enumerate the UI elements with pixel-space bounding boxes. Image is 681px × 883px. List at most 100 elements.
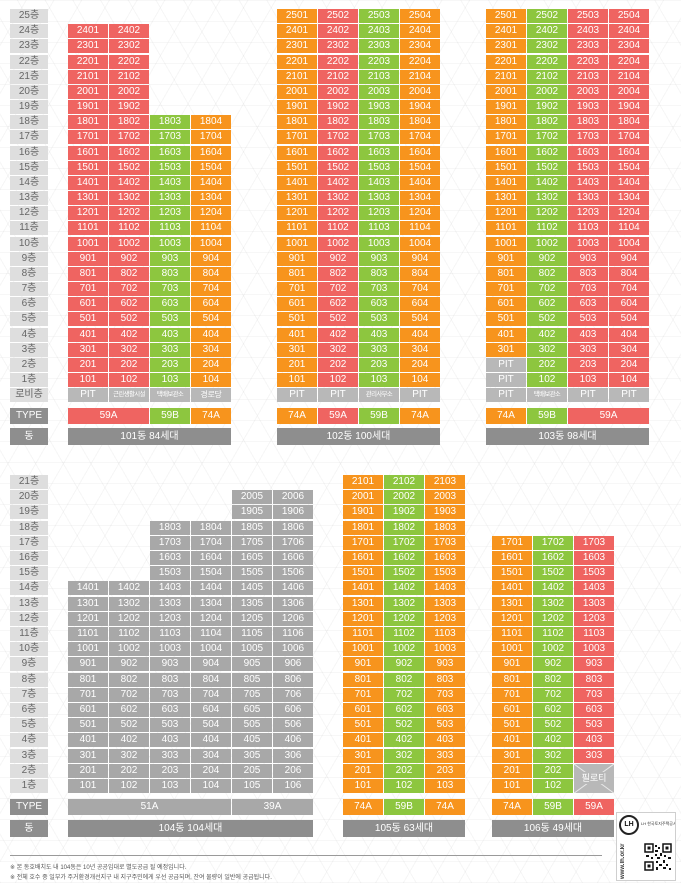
unit-cell: 803: [150, 266, 190, 281]
unit-cell: 1803: [568, 115, 608, 130]
unit-cell: 905: [232, 657, 272, 672]
pit-cell: PIT: [609, 388, 649, 403]
unit-cell: 202: [527, 357, 567, 372]
unit-cell: 105: [232, 779, 272, 793]
unit-cell: 803: [150, 672, 190, 687]
unit-cell: 403: [425, 733, 465, 748]
unit-cell: 1001: [68, 236, 108, 251]
floor-label: 1층: [10, 779, 48, 793]
floor-label: 22층: [10, 54, 48, 69]
unit-cell: 1404: [191, 581, 231, 596]
unit-cell: 405: [232, 733, 272, 748]
unit-cell: 1806: [273, 520, 313, 535]
unit-cell: 1301: [68, 191, 108, 206]
unit-cell: 1602: [533, 551, 573, 565]
unit-cell: 1401: [343, 581, 383, 596]
floor-label: 8층: [10, 266, 48, 281]
unit-cell: 1904: [400, 100, 440, 115]
unit-cell: 1403: [150, 581, 190, 596]
unit-cell: 902: [384, 657, 424, 672]
unit-cell: 903: [425, 657, 465, 672]
unit-cell: 701: [277, 282, 317, 297]
unit-cell: 1104: [400, 221, 440, 236]
unit-cell: 1503: [150, 566, 190, 581]
unit-cell: 401: [492, 733, 532, 748]
unit-cell: 1601: [492, 551, 532, 565]
unit-cell: 101: [277, 373, 317, 388]
unit-cell: 406: [273, 733, 313, 748]
unit-cell: 401: [68, 733, 108, 748]
unit-cell: 1004: [191, 236, 231, 251]
unit-cell: 1403: [150, 175, 190, 190]
unit-cell: 404: [609, 327, 649, 342]
unit-cell: 804: [191, 266, 231, 281]
unit-cell: 102: [109, 373, 149, 388]
unit-cell: 1504: [400, 160, 440, 175]
unit-cell: 602: [318, 297, 358, 312]
dong-row-label: 동: [10, 820, 48, 837]
unit-cell: 1902: [384, 505, 424, 520]
unit-cell: 104: [400, 373, 440, 388]
unit-cell: 2304: [400, 39, 440, 54]
unit-cell: 1603: [150, 145, 190, 160]
unit-cell: 1002: [533, 642, 573, 657]
unit-cell: 401: [68, 327, 108, 342]
dong-row-label: 동: [10, 428, 48, 445]
unit-cell: 2102: [384, 475, 424, 489]
unit-cell: 1004: [609, 236, 649, 251]
unit-cell: 1803: [150, 520, 190, 535]
unit-cell: 2004: [609, 84, 649, 99]
unit-cell: 1301: [277, 191, 317, 206]
floor-label: 2층: [10, 763, 48, 778]
unit-cell: 301: [343, 748, 383, 763]
unit-cell: 804: [191, 672, 231, 687]
unit-cell: 1505: [232, 566, 272, 581]
unit-cell: 1501: [486, 160, 526, 175]
unit-cell: 204: [191, 763, 231, 778]
unit-cell: 1101: [492, 627, 532, 641]
unit-cell: 604: [400, 297, 440, 312]
unit-cell: 1905: [232, 505, 272, 520]
unit-cell: 504: [191, 718, 231, 733]
unit-type-cell: 59B: [384, 799, 424, 815]
unit-cell: 201: [68, 357, 108, 372]
unit-cell: 904: [400, 251, 440, 266]
unit-cell: 901: [68, 657, 108, 672]
qr-code-icon: [644, 843, 672, 871]
unit-cell: 2101: [277, 69, 317, 84]
floor-label: 19층: [10, 505, 48, 520]
unit-cell: 1605: [232, 551, 272, 565]
lobby-facility-cell: 택배보관소: [150, 388, 190, 403]
unit-cell: 202: [533, 763, 573, 778]
floor-label: 1층: [10, 373, 48, 388]
unit-cell: 204: [609, 357, 649, 372]
unit-cell: 202: [109, 763, 149, 778]
unit-cell: 1202: [109, 206, 149, 221]
unit-cell: 101: [68, 373, 108, 388]
unit-cell: 1405: [232, 581, 272, 596]
unit-cell: 1306: [273, 596, 313, 611]
unit-cell: 802: [109, 672, 149, 687]
unit-cell: 805: [232, 672, 272, 687]
floor-label: 5층: [10, 312, 48, 327]
unit-cell: 403: [359, 327, 399, 342]
unit-cell: 2201: [68, 54, 108, 69]
unit-type-cell: 51A: [68, 799, 231, 815]
unit-cell: 1301: [492, 596, 532, 611]
unit-type-cell: 59A: [68, 408, 149, 424]
unit-type-cell: 59A: [318, 408, 358, 424]
unit-cell: 701: [492, 687, 532, 702]
unit-cell: 201: [277, 357, 317, 372]
building-dong-label: 102동 100세대: [277, 428, 440, 445]
floor-label: 21층: [10, 475, 48, 489]
floor-label: 19층: [10, 100, 48, 115]
unit-cell: 604: [191, 297, 231, 312]
unit-cell: 1506: [273, 566, 313, 581]
unit-cell: 303: [150, 748, 190, 763]
unit-cell: 1803: [359, 115, 399, 130]
unit-cell: 303: [150, 342, 190, 357]
floor-label: 4층: [10, 327, 48, 342]
floor-label: 15층: [10, 160, 48, 175]
unit-cell: 802: [533, 672, 573, 687]
unit-cell: 702: [109, 687, 149, 702]
